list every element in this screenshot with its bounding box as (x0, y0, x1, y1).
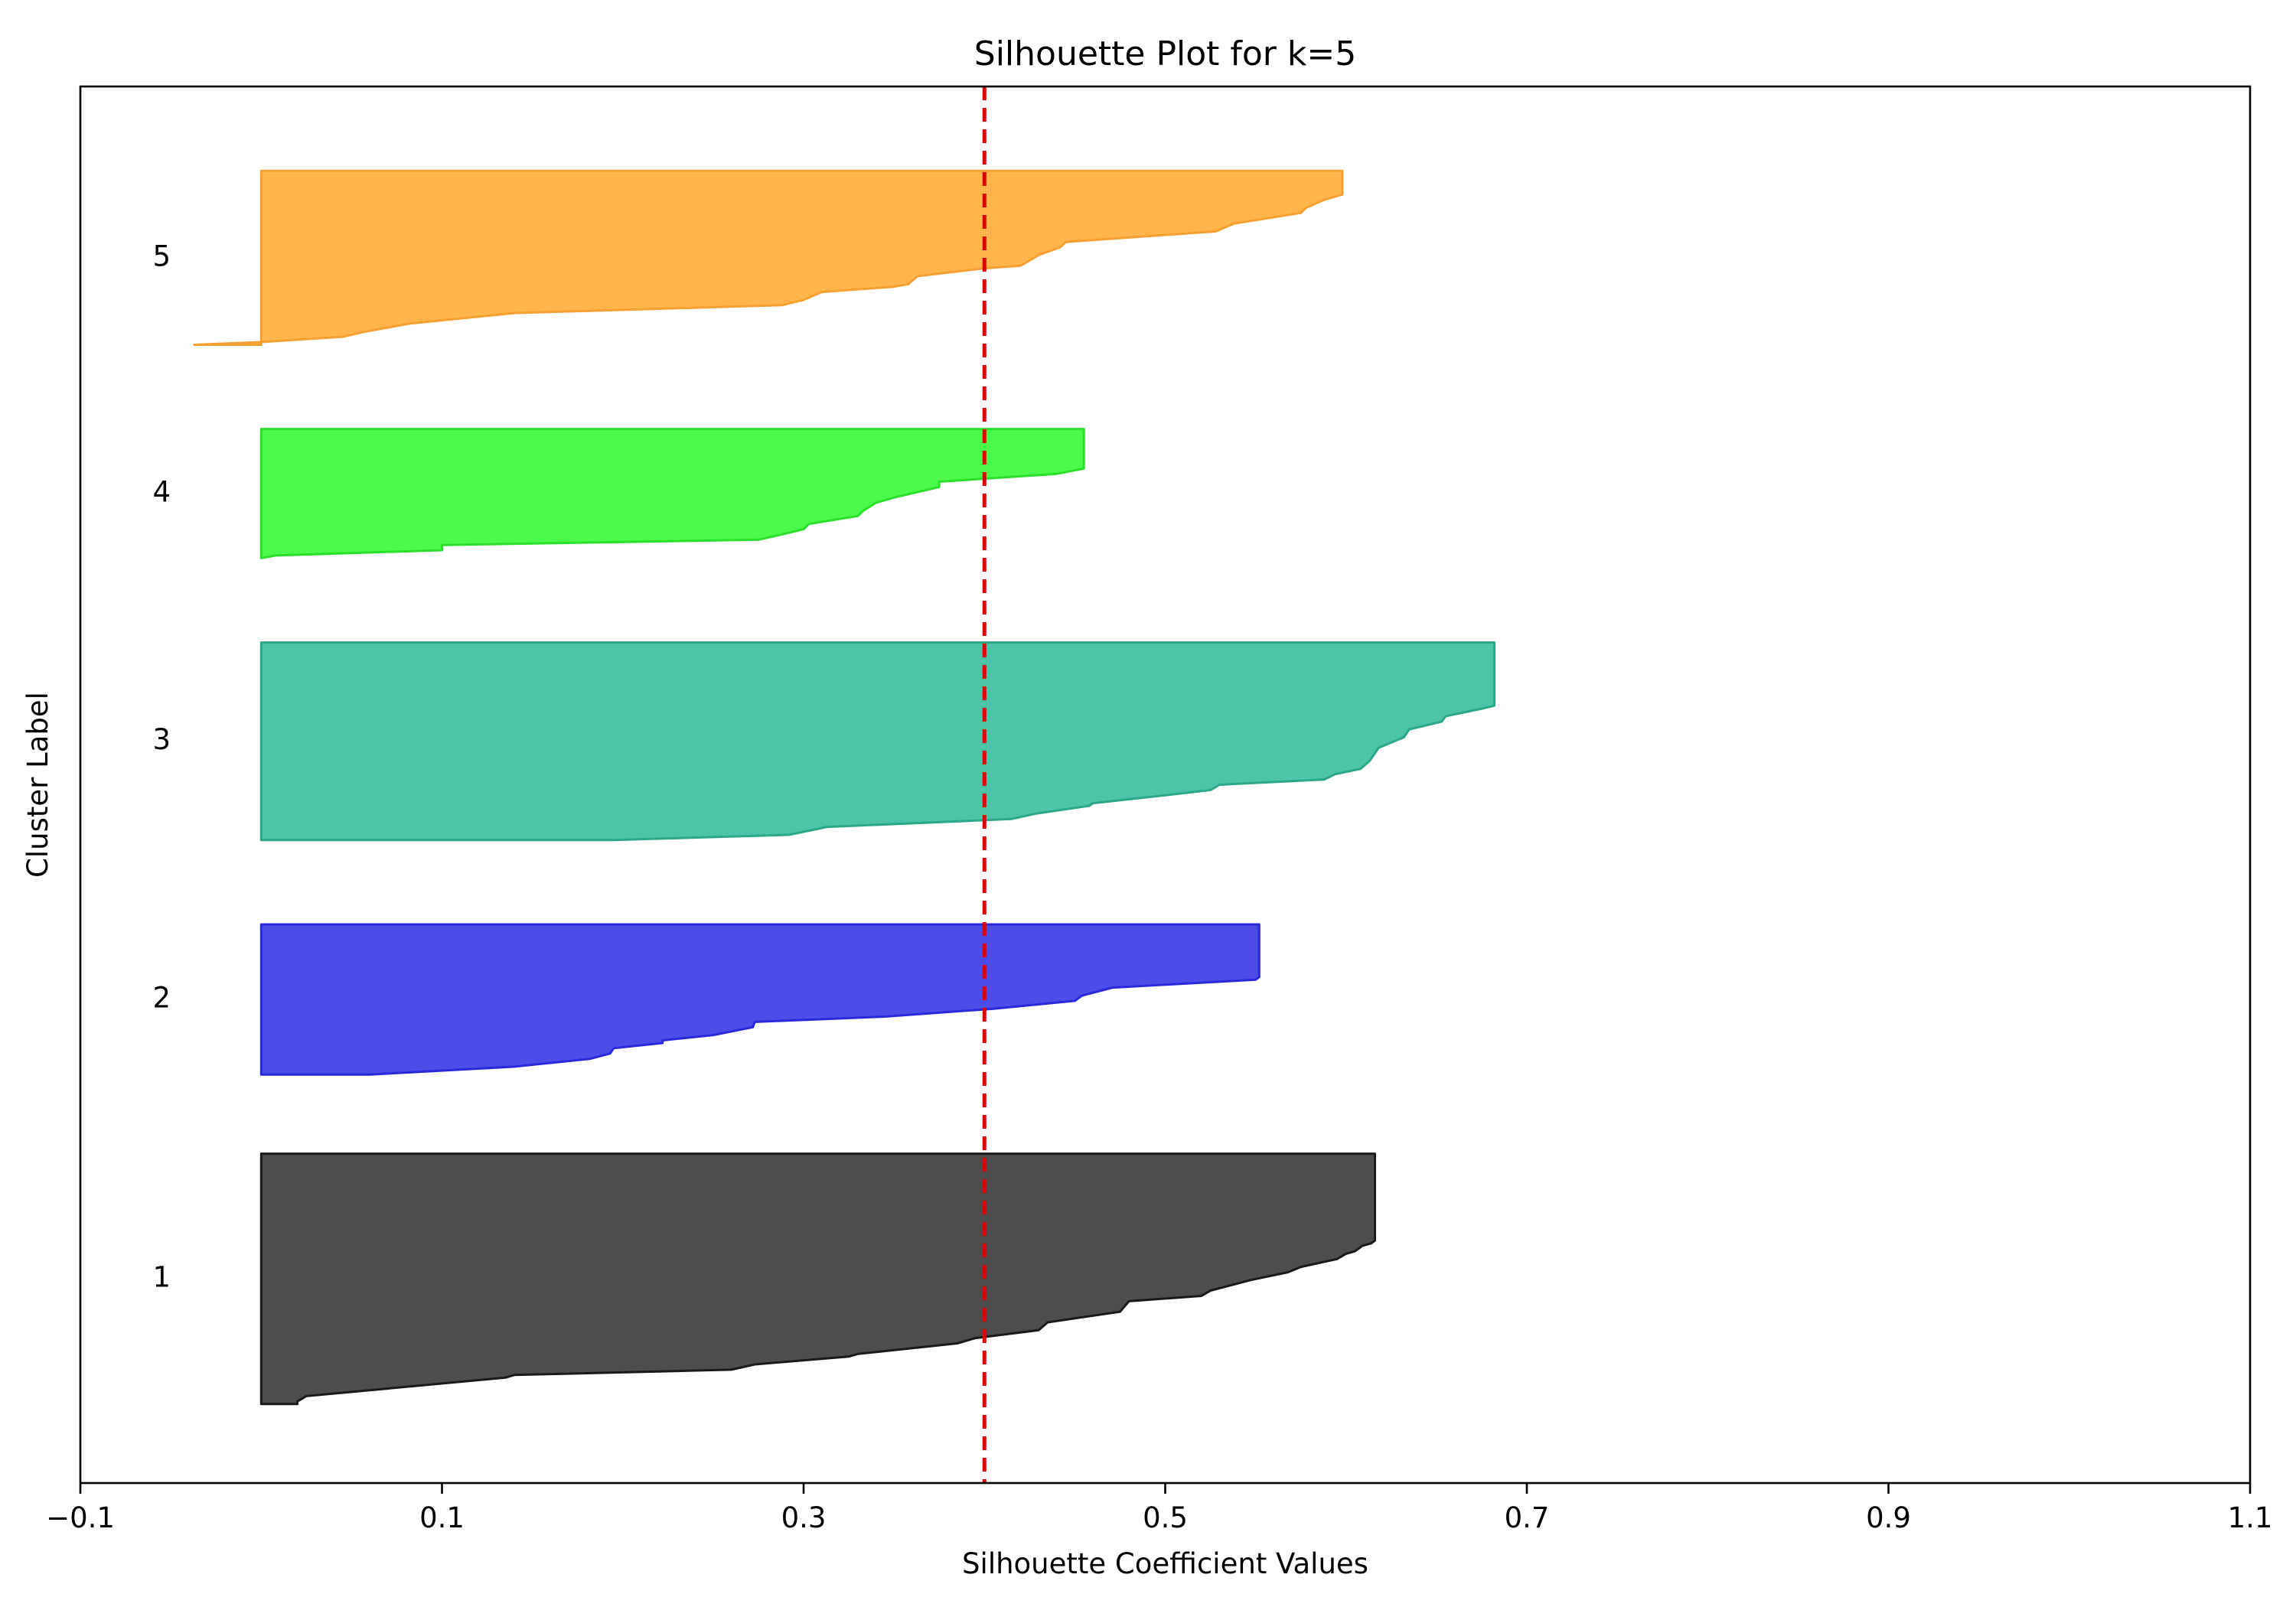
x-tick-label: 0.7 (1505, 1501, 1550, 1534)
cluster-3-silhouette (259, 641, 1495, 842)
x-axis-label: Silhouette Coefficient Values (962, 1547, 1368, 1580)
cluster-label-1: 1 (153, 1261, 171, 1294)
cluster-label-3: 3 (153, 723, 171, 756)
cluster-label-4: 4 (153, 476, 171, 509)
cluster-label-2: 2 (153, 982, 171, 1015)
cluster-1-silhouette (259, 1152, 1376, 1406)
cluster-2-silhouette (259, 923, 1261, 1076)
x-tick-label: 1.1 (2228, 1501, 2273, 1534)
x-tick-label: 0.9 (1866, 1501, 1911, 1534)
plot-area: 1 2 3 4 5 (153, 86, 1495, 1483)
cluster-label-5: 5 (153, 240, 171, 272)
x-tick-label: 0.5 (1143, 1501, 1188, 1534)
x-tick-label: 0.1 (419, 1501, 465, 1534)
x-tick-label: −0.1 (46, 1501, 115, 1534)
cluster-4-silhouette (259, 428, 1085, 559)
x-axis: −0.1 0.1 0.3 0.5 0.7 0.9 1.1 (46, 1483, 2272, 1534)
x-tick-label: 0.3 (781, 1501, 827, 1534)
y-axis-label: Cluster Label (21, 692, 54, 878)
chart-title: Silhouette Plot for k=5 (974, 34, 1356, 73)
